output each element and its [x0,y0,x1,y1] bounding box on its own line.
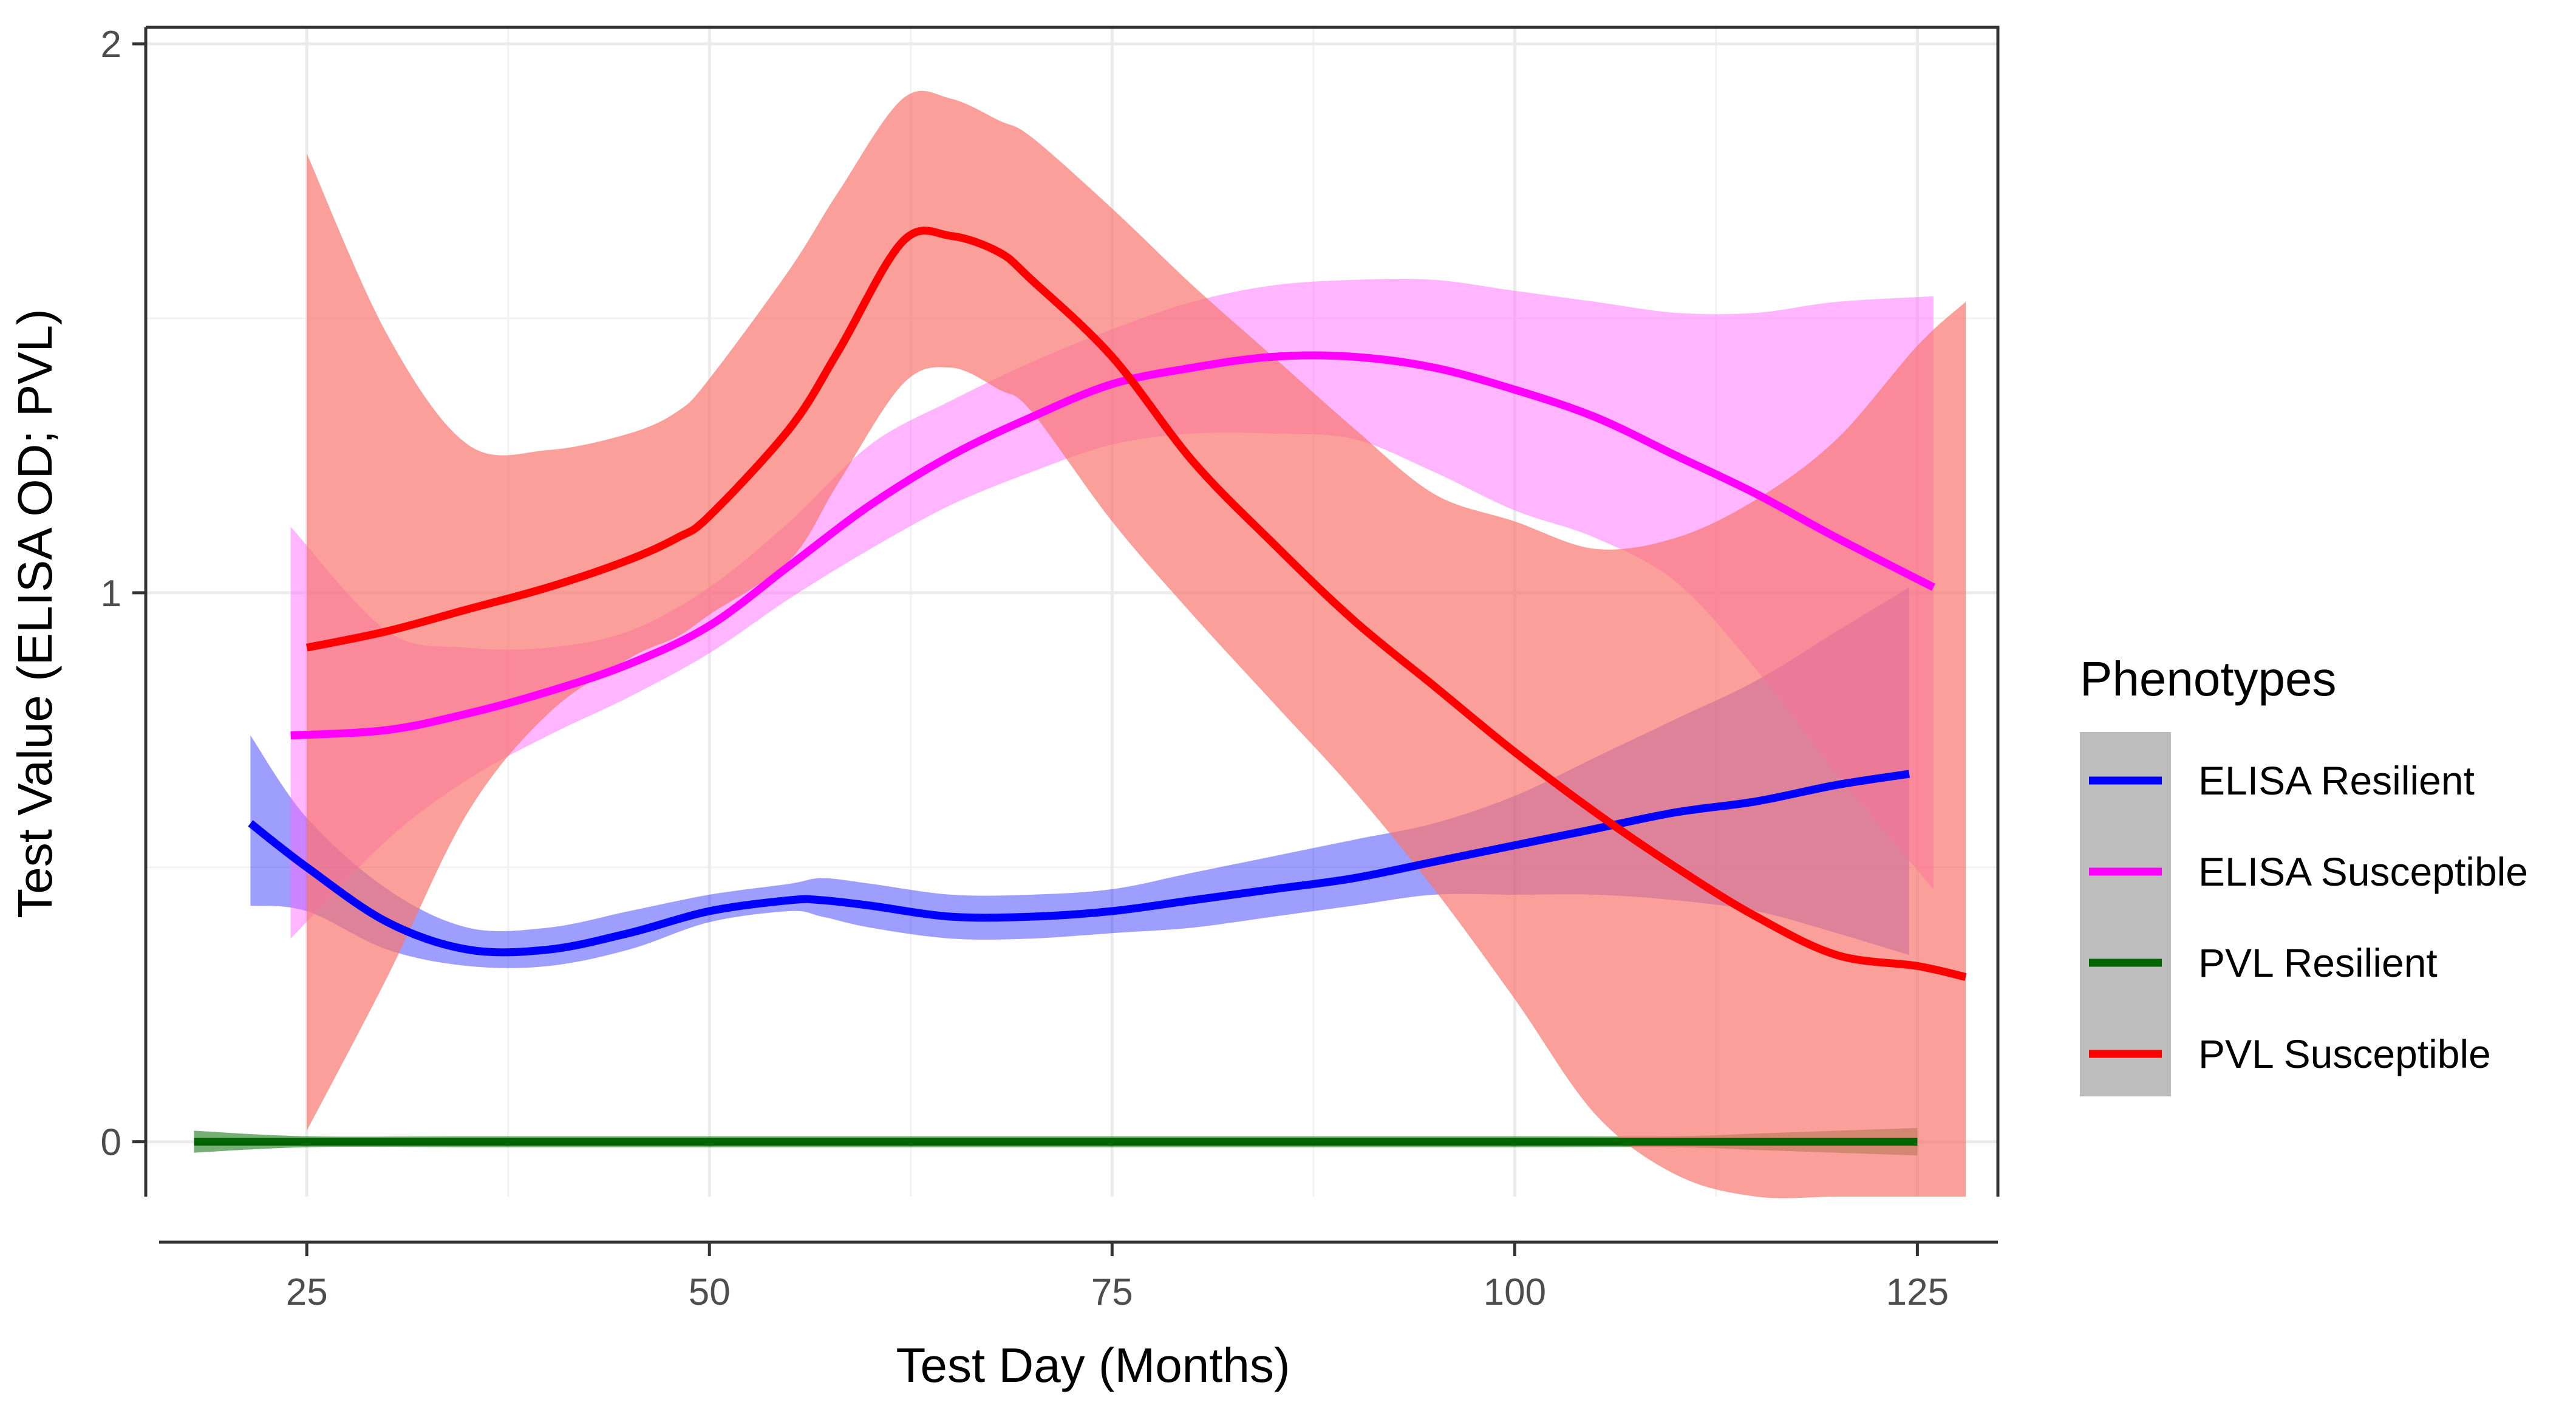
y-tick-label: 0 [101,1122,121,1164]
y-tick-label: 2 [101,24,121,66]
line-pvl-susceptible [305,227,1967,981]
legend-title: Phenotypes [2080,652,2337,706]
line-elisa-resilient [248,770,1910,957]
x-tick-label: 75 [1091,1271,1133,1313]
x-tick-label: 25 [286,1271,328,1313]
x-axis-title: Test Day (Months) [896,1338,1290,1392]
x-tick-label: 50 [689,1271,731,1313]
legend-key-background [2080,732,2171,1096]
axis-ticks: 25 50 75 100 125 0 1 2 [101,24,1949,1313]
y-tick-label: 1 [101,573,121,615]
legend-label: ELISA Susceptible [2198,849,2528,894]
legend: Phenotypes ELISA Resilient ELISA Suscepti… [2080,652,2528,1096]
line-elisa-susceptible [290,351,1935,740]
band-elisa-susceptible [290,278,1934,939]
panel-border [146,26,2000,1197]
band-pvl-susceptible [307,91,1966,1198]
x-tick-label: 125 [1886,1271,1949,1313]
legend-label: PVL Resilient [2198,940,2438,985]
axes-frame [144,26,2000,1244]
x-tick-label: 100 [1484,1271,1546,1313]
legend-label: ELISA Resilient [2198,758,2475,803]
legend-label: PVL Susceptible [2198,1031,2491,1076]
series-lines [194,227,1967,1146]
y-axis-title: Test Value (ELISA OD; PVL) [8,309,62,918]
